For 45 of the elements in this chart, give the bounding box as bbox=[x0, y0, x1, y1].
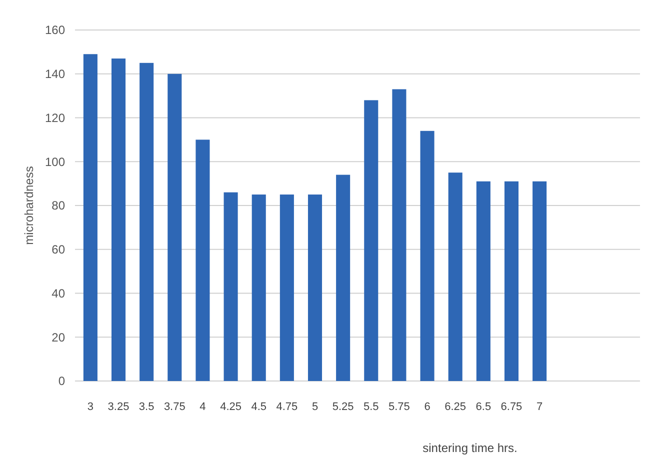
bar bbox=[448, 172, 462, 381]
x-tick-label: 3.5 bbox=[138, 401, 154, 413]
bar bbox=[196, 140, 210, 381]
bar bbox=[83, 54, 98, 381]
bar bbox=[280, 194, 294, 381]
bar bbox=[420, 130, 434, 381]
bar bbox=[532, 181, 547, 381]
x-tick-label: 3.75 bbox=[164, 401, 186, 413]
x-axis-title: sintering time hrs. bbox=[422, 441, 518, 455]
bar bbox=[140, 62, 154, 381]
bar bbox=[308, 194, 322, 381]
x-tick-label: 6.75 bbox=[500, 401, 522, 413]
y-tick-label: 120 bbox=[44, 110, 66, 125]
bar bbox=[336, 174, 350, 381]
y-tick-label: 140 bbox=[44, 67, 66, 82]
x-tick-label: 3 bbox=[87, 401, 94, 413]
x-tick-label: 3.25 bbox=[108, 401, 130, 413]
y-tick-label: 80 bbox=[52, 198, 66, 213]
y-tick-label: 60 bbox=[52, 242, 66, 257]
bar bbox=[111, 58, 126, 381]
y-axis-title: microhardness bbox=[22, 166, 36, 245]
x-tick-label: 4.5 bbox=[251, 401, 267, 413]
y-tick-label: 0 bbox=[58, 374, 66, 388]
bar bbox=[392, 89, 406, 381]
x-tick-label: 5.5 bbox=[363, 401, 379, 413]
bar bbox=[168, 74, 182, 381]
x-tick-label: 5.75 bbox=[388, 401, 410, 413]
bar bbox=[476, 181, 490, 381]
bar bbox=[504, 181, 519, 381]
bar bbox=[224, 192, 238, 381]
x-tick-label: 5.25 bbox=[332, 401, 354, 413]
bar bbox=[252, 194, 266, 381]
bar bbox=[364, 100, 378, 381]
y-tick-label: 100 bbox=[44, 154, 66, 169]
x-tick-label: 6.25 bbox=[444, 401, 466, 413]
x-tick-label: 6.5 bbox=[476, 401, 492, 413]
x-tick-label: 4.75 bbox=[276, 401, 298, 413]
y-tick-label: 20 bbox=[52, 330, 66, 344]
x-tick-label: 4 bbox=[200, 401, 206, 413]
y-tick-label: 160 bbox=[44, 23, 66, 38]
y-tick-label: 40 bbox=[52, 286, 66, 300]
x-tick-label: 5 bbox=[312, 401, 318, 413]
x-tick-label: 6 bbox=[424, 401, 430, 413]
x-tick-label: 4.25 bbox=[220, 401, 242, 413]
x-tick-label: 7 bbox=[536, 401, 543, 413]
